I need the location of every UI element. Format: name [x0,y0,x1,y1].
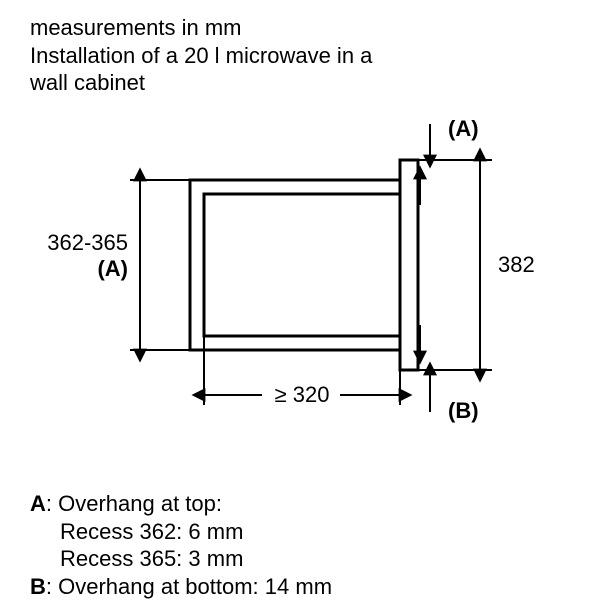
footer-a-line1: A: Overhang at top: [30,490,332,518]
footer-b-label: B [30,574,46,599]
footer-b-line: B: Overhang at bottom: 14 mm [30,573,332,600]
footer-a-text: : Overhang at top: [46,491,222,516]
dim-left-note: (A) [97,256,128,281]
page: measurements in mm Installation of a 20 … [0,0,600,600]
footer-block: A: Overhang at top: Recess 362: 6 mm Rec… [30,490,332,600]
dim-left-value: 362-365 [47,230,128,255]
pointer-a-label: (A) [448,116,479,141]
dim-right-value: 382 [498,252,535,277]
dim-left [130,180,190,350]
dim-bottom-value: ≥ 320 [275,382,330,407]
pointer-b-label: (B) [448,398,479,423]
dim-right [418,160,492,370]
cabinet-outline [190,180,400,350]
footer-a-line3: Recess 365: 3 mm [30,545,332,573]
front-panel [400,160,418,370]
footer-b-text: : Overhang at bottom: 14 mm [46,574,332,599]
footer-a-line2: Recess 362: 6 mm [30,518,332,546]
footer-a-label: A [30,491,46,516]
